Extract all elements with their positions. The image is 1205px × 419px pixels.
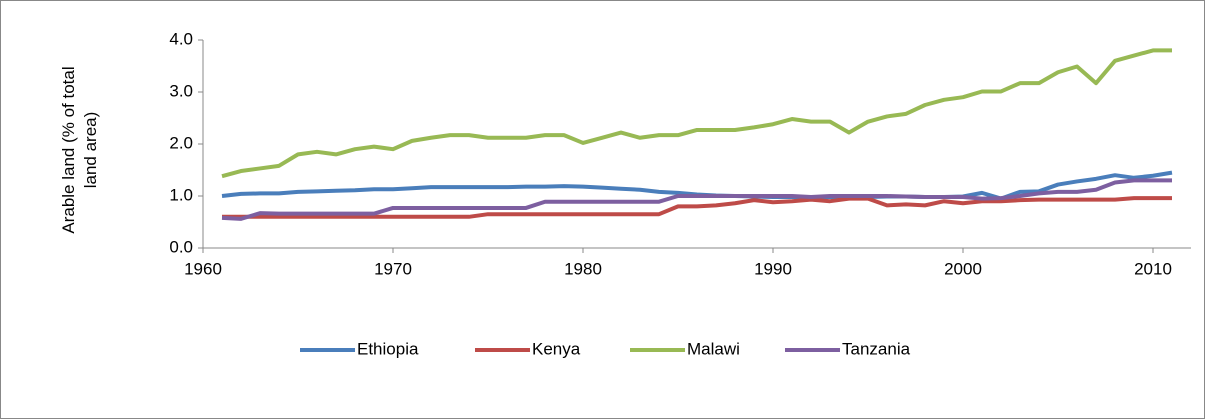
x-tick-label: 1960: [184, 259, 222, 278]
x-tick-label: 2010: [1134, 259, 1172, 278]
y-tick-label: 2.0: [169, 133, 193, 152]
legend-label: Tanzania: [842, 339, 911, 358]
y-tick-label: 4.0: [169, 29, 193, 48]
x-tick-label: 1990: [754, 259, 792, 278]
y-axis-label: Arable land (% of total land area): [59, 66, 100, 234]
y-tick-label: 0.0: [169, 237, 193, 256]
x-tick-label: 2000: [944, 259, 982, 278]
x-tick-label: 1980: [564, 259, 602, 278]
y-tick-label: 1.0: [169, 185, 193, 204]
data-line: [221, 48, 1172, 179]
legend-label: Kenya: [532, 339, 581, 358]
x-tick-label: 1970: [374, 259, 412, 278]
legend-label: Malawi: [687, 339, 740, 358]
data-line: [221, 178, 1172, 221]
legend-label: Ethiopia: [357, 339, 419, 358]
data-line: [222, 196, 1172, 219]
y-tick-label: 3.0: [169, 81, 193, 100]
